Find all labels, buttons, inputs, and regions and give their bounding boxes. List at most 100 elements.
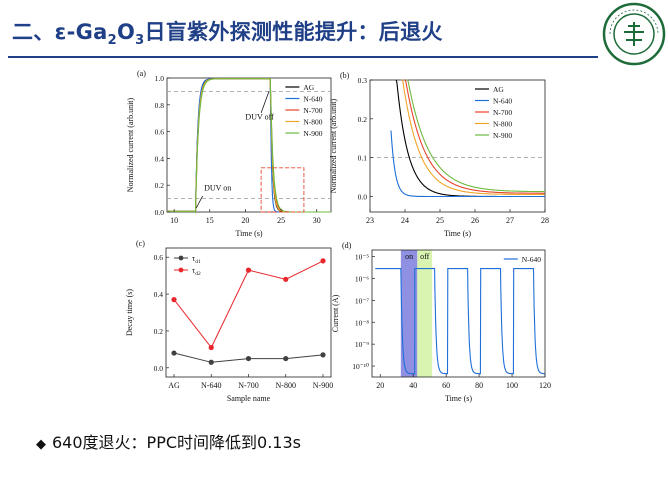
plot-frame (369, 79, 546, 213)
legend-entry: N-640 (493, 97, 512, 106)
legend-entry: AG (493, 85, 504, 94)
x-axis-label: Time (s) (445, 394, 472, 403)
y-tick-label: 0.0 (155, 208, 165, 217)
legend-entry: N-900 (493, 131, 512, 140)
slide-title: 二、ε-Ga2O3日盲紫外探测性能提升：后退火 (12, 20, 443, 49)
panel-label: (c) (136, 239, 145, 248)
y-tick-label: 10⁻⁶ (355, 274, 369, 283)
annotation-arrow-off (260, 91, 270, 113)
y-tick-label: 0.1 (358, 154, 368, 163)
zoom-box (260, 167, 305, 213)
legend-entry: τd1 (192, 254, 201, 265)
y-tick-label: 10⁻⁵ (355, 253, 369, 262)
legend-entry: N-800 (493, 120, 512, 129)
legend-entry: N-800 (303, 118, 322, 127)
panel-b: (b) Time (s) Normalized current (arb.unit)… (329, 71, 549, 238)
annotation-duv-on: DUV on (204, 184, 231, 193)
x-tick-label: 20 (241, 216, 249, 225)
band-label-on: on (405, 252, 413, 261)
x-tick-label: 25 (277, 216, 285, 225)
diamond-bullet-icon: ◆ (36, 437, 46, 452)
data-point (208, 344, 214, 351)
y-tick-label: 10⁻¹⁰ (352, 362, 369, 371)
y-tick-label: 0.3 (358, 76, 368, 85)
legend-entry: N-700 (493, 108, 512, 117)
data-point (245, 355, 252, 362)
x-tick-label: N-700 (238, 381, 258, 390)
panel-label: (b) (340, 71, 350, 80)
y-tick-label: 0.0 (358, 192, 368, 201)
legend-marker (178, 267, 184, 273)
annotation-arrow-on (195, 195, 203, 209)
y-axis-label: Current (A) (331, 294, 340, 332)
data-point (283, 355, 289, 362)
y-axis-label: Normalized current (arb.unit) (329, 98, 338, 193)
legend-entry: N-900 (303, 129, 322, 138)
x-tick-label: 26 (471, 216, 479, 225)
annotation-duv-off: DUV off (245, 113, 274, 122)
x-tick-label: N-900 (313, 381, 333, 390)
series-line-N-800 (401, 79, 545, 196)
title-subscript-3: 3 (135, 33, 145, 49)
x-tick-label: 30 (313, 216, 321, 225)
data-point (245, 267, 252, 273)
x-tick-label: 23 (366, 216, 374, 225)
x-tick-label: N-800 (276, 381, 296, 390)
legend-entry: N-640 (522, 255, 541, 264)
x-tick-label: N-640 (201, 381, 221, 390)
x-tick-label: 27 (506, 216, 514, 225)
x-tick-label: 15 (206, 216, 214, 225)
series-line-N-900 (407, 79, 545, 193)
y-tick-label: 10⁻⁸ (355, 318, 369, 327)
y-tick-label: 0.4 (155, 154, 165, 163)
series-line-N-700 (404, 79, 545, 194)
legend-entry: N-700 (303, 106, 322, 115)
x-tick-label: 40 (409, 381, 417, 390)
y-tick-label: 10⁻⁹ (355, 340, 369, 349)
y-tick-label: 0.2 (155, 181, 165, 190)
series-line-AG (395, 79, 545, 198)
data-point (283, 276, 289, 282)
panel-a: (a) Time (s) Normalized current (arb.unit)… (126, 69, 332, 238)
x-tick-label: 24 (401, 216, 409, 225)
y-tick-label: 0.0 (154, 364, 164, 373)
legend-entry: AG (303, 83, 314, 92)
x-axis-label: Sample name (227, 394, 271, 403)
x-tick-label: 100 (506, 381, 518, 390)
y-tick-label: 1.0 (155, 74, 165, 83)
off-band (417, 250, 433, 377)
x-tick-label: 25 (436, 216, 444, 225)
title-subscript-2: 2 (107, 33, 117, 49)
x-tick-label: 120 (539, 381, 551, 390)
panel-d: on off (d) Time (s) Current (A) 20 40 60 80 100 12… (331, 241, 551, 403)
y-tick-label: 0.6 (154, 253, 164, 262)
data-point (320, 258, 326, 264)
legend-entry: τd2 (192, 266, 201, 277)
data-point (171, 297, 177, 303)
x-axis-label: Time (s) (444, 229, 471, 238)
legend-marker (178, 255, 184, 261)
y-tick-label: 0.4 (154, 290, 164, 299)
y-axis-label: Decay time (s) (125, 289, 134, 336)
on-band (400, 250, 418, 377)
y-tick-label: 10⁻⁷ (355, 296, 369, 305)
plot-frame (371, 249, 546, 378)
title-divider (8, 56, 598, 58)
x-axis-label: Time (s) (235, 229, 262, 238)
summary-bullet: ◆ 640度退火：PPC时间降低到0.13s (36, 429, 301, 453)
y-tick-label: 0.8 (155, 101, 165, 110)
panel-label: (a) (137, 69, 146, 78)
x-tick-label: 80 (475, 381, 483, 390)
y-axis-label: Normalized current (arb.unit) (126, 97, 135, 192)
data-point (320, 352, 326, 358)
x-tick-label: 20 (376, 381, 384, 390)
legend-entry: N-640 (303, 95, 322, 104)
panel-c: (c) Sample name Decay time (s) AG N-640 N-700… (125, 239, 333, 403)
university-seal-logo (602, 2, 666, 66)
data-point (171, 350, 177, 356)
x-tick-label: 10 (170, 216, 178, 225)
y-tick-label: 0.6 (155, 128, 165, 137)
y-tick-label: 0.2 (358, 115, 368, 124)
x-tick-label: 60 (442, 381, 450, 390)
